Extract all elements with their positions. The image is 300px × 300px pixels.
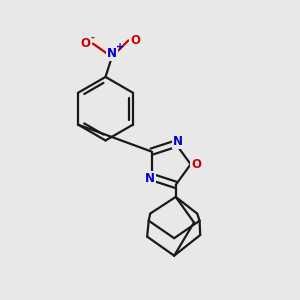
Text: O: O: [81, 37, 91, 50]
Text: N: N: [145, 172, 155, 185]
Text: N: N: [107, 46, 117, 60]
Text: +: +: [116, 42, 124, 52]
Text: -: -: [91, 33, 94, 43]
Text: N: N: [172, 135, 183, 148]
Text: O: O: [191, 158, 201, 171]
Text: O: O: [130, 34, 140, 47]
